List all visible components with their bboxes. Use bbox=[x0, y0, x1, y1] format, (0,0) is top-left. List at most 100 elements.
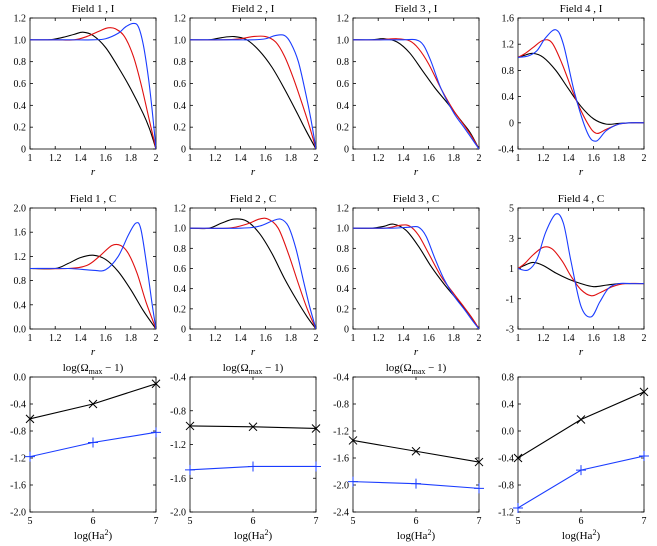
series-line-black bbox=[190, 218, 316, 329]
marker-plus bbox=[248, 461, 258, 472]
marker-plus bbox=[151, 427, 161, 438]
panel-7: 1 1.2 1.4 1.6 1.8 2 0 0.2 0.4 0.6 0.8 1.0 1.2 Field 3… bbox=[337, 193, 482, 358]
marker-x bbox=[576, 415, 586, 424]
series-line-red bbox=[190, 217, 316, 329]
marker-plus bbox=[639, 450, 649, 461]
marker-x bbox=[474, 457, 484, 467]
x-tick-label: 1.2 bbox=[49, 153, 62, 164]
x-tick-label: 2 bbox=[477, 333, 482, 344]
x-axis-label: r bbox=[91, 166, 96, 178]
y-tick-label: 1.0 bbox=[337, 35, 350, 46]
x-tick-label: 5 bbox=[28, 516, 33, 527]
x-tick-label: 1.6 bbox=[587, 153, 600, 164]
y-tick-label: 0.4 bbox=[337, 284, 350, 295]
panel-1: 1 1.2 1.4 1.6 1.8 2 0 0.2 0.4 0.6 0.8 1.0 1.2 Field 1… bbox=[14, 3, 159, 178]
y-tick-label: 0 bbox=[344, 145, 349, 156]
series-line-blue bbox=[518, 455, 644, 509]
plot-frame bbox=[189, 17, 317, 150]
x-tick-label: 6 bbox=[414, 516, 419, 527]
panel-3: 1 1.2 1.4 1.6 1.8 2 0 0.2 0.4 0.6 0.8 1.0 1.2 Field 3… bbox=[337, 3, 482, 178]
y-tick-label: 1.2 bbox=[174, 204, 187, 215]
y-tick-label: 5 bbox=[509, 204, 514, 215]
panel-title: Field 2 , C bbox=[230, 193, 276, 205]
x-tick-label: 1.6 bbox=[259, 333, 272, 344]
x-tick-label: 1.2 bbox=[49, 333, 62, 344]
series-line-blue bbox=[190, 218, 316, 329]
y-tick-label: 0.0 bbox=[14, 373, 27, 384]
y-tick-label: 1.0 bbox=[174, 35, 187, 46]
y-tick-label: 0.4 bbox=[502, 92, 515, 103]
series-line-red bbox=[30, 243, 156, 329]
x-tick-label: 1.4 bbox=[397, 333, 410, 344]
x-tick-label: 1.2 bbox=[537, 153, 550, 164]
x-tick-label: 6 bbox=[579, 516, 584, 527]
x-tick-label: 5 bbox=[188, 516, 193, 527]
y-tick-label: 1.0 bbox=[337, 224, 350, 235]
y-tick-label: -1.6 bbox=[333, 454, 349, 465]
y-tick-label: 1.0 bbox=[174, 224, 187, 235]
x-tick-label: 1.4 bbox=[74, 333, 87, 344]
y-tick-label: 0.4 bbox=[174, 101, 187, 112]
panel-5: 1 1.2 1.4 1.6 1.8 2 0.0 0.4 0.8 1.2 1.6 2.0 Field 1 … bbox=[14, 193, 159, 358]
panel-title: log(Ωmax − 1) bbox=[223, 362, 284, 376]
x-tick-label: 2 bbox=[314, 333, 319, 344]
x-tick-label: 1.6 bbox=[99, 153, 112, 164]
x-tick-label: 1 bbox=[188, 153, 193, 164]
x-tick-label: 1.4 bbox=[234, 333, 247, 344]
y-tick-label: 0 bbox=[509, 118, 514, 129]
series-line-blue bbox=[30, 222, 156, 329]
y-tick-label: 0.8 bbox=[337, 57, 350, 68]
y-tick-label: 1.2 bbox=[14, 14, 27, 25]
x-axis-label: r bbox=[251, 166, 256, 178]
y-tick-label: 0.2 bbox=[337, 123, 350, 134]
y-tick-label: 0.2 bbox=[14, 123, 27, 134]
panel-6: 1 1.2 1.4 1.6 1.8 2 0 0.2 0.4 0.6 0.8 1.0 1.2 Field 2… bbox=[174, 193, 319, 358]
plot-frame bbox=[517, 17, 645, 150]
x-tick-label: 1.8 bbox=[285, 333, 298, 344]
x-tick-label: 1.4 bbox=[562, 153, 575, 164]
y-tick-label: -2.0 bbox=[170, 508, 186, 519]
y-tick-label: 0.0 bbox=[502, 427, 515, 438]
y-tick-label: 0.6 bbox=[337, 264, 350, 275]
marker-x bbox=[639, 387, 649, 397]
y-tick-label: -1.6 bbox=[170, 474, 186, 485]
x-axis-label: r bbox=[414, 166, 419, 178]
x-tick-label: 5 bbox=[516, 516, 521, 527]
x-tick-label: 1 bbox=[351, 333, 356, 344]
x-tick-label: 6 bbox=[251, 516, 256, 527]
series-line-black bbox=[30, 383, 156, 420]
x-tick-label: 1.4 bbox=[562, 333, 575, 344]
y-tick-label: -0.8 bbox=[498, 481, 514, 492]
y-tick-label: 0.4 bbox=[14, 101, 27, 112]
x-tick-label: 2 bbox=[154, 333, 159, 344]
y-tick-label: -1.2 bbox=[10, 454, 26, 465]
panel-title: Field 3 , C bbox=[393, 193, 439, 205]
series-line-blue bbox=[190, 34, 316, 149]
x-tick-label: 1.8 bbox=[125, 153, 138, 164]
x-tick-label: 1 bbox=[516, 153, 521, 164]
x-tick-label: 1.2 bbox=[209, 153, 222, 164]
series-line-blue bbox=[518, 29, 644, 142]
y-tick-label: 0.0 bbox=[14, 325, 27, 336]
y-tick-label: 0.8 bbox=[502, 66, 515, 77]
y-tick-label: 1.6 bbox=[14, 228, 27, 239]
x-tick-label: 6 bbox=[91, 516, 96, 527]
x-tick-label: 1.4 bbox=[234, 153, 247, 164]
marker-x bbox=[88, 399, 98, 409]
x-tick-label: 1.8 bbox=[613, 153, 626, 164]
y-tick-label: 0 bbox=[21, 145, 26, 156]
panel-9: 5 6 7 -2.0 -1.6 -1.2 -0.8 -0.4 0.0 log(Ωmax − 1) l… bbox=[10, 362, 161, 542]
panel-title: Field 1 , I bbox=[72, 3, 115, 15]
y-tick-label: -1.2 bbox=[333, 427, 349, 438]
x-tick-label: 1.2 bbox=[372, 153, 385, 164]
x-axis-label: r bbox=[579, 166, 584, 178]
series-line-red bbox=[353, 38, 479, 149]
x-tick-label: 1.6 bbox=[422, 333, 435, 344]
x-tick-label: 1 bbox=[188, 333, 193, 344]
y-tick-label: 0.2 bbox=[174, 123, 187, 134]
x-tick-label: 1.6 bbox=[587, 333, 600, 344]
series-line-red bbox=[190, 35, 316, 149]
y-tick-label: 0.2 bbox=[337, 304, 350, 315]
y-tick-label: 0 bbox=[181, 145, 186, 156]
marker-plus bbox=[311, 461, 321, 472]
